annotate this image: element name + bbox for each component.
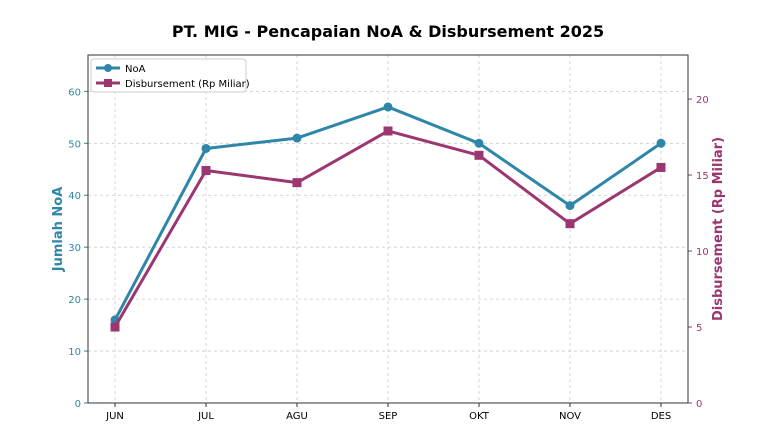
y-axis-label: Jumlah NoA [51,187,66,273]
legend-label: Disbursement (Rp Miliar) [125,79,250,90]
data-point [565,201,575,211]
x-tick-label: JUN [105,411,124,422]
legend-box [90,58,247,93]
y-tick-label: 30 [68,243,81,254]
y-tick-label: 40 [68,191,81,202]
data-point [292,133,302,143]
legend: NoA Disbursement (Rp Miliar) [90,58,250,93]
y2-tick-label: 10 [696,247,709,258]
x-tick-label: JUL [197,411,214,422]
data-point [110,322,120,332]
y-tick-label: 10 [68,347,81,358]
data-point [201,143,211,153]
legend-marker [104,79,112,87]
data-point [201,165,211,175]
y2-tick-label: 0 [696,399,702,410]
axes: JUN JUL AGU SEP OKT NOV DES 0 10 20 30 40 50 60 0 5 10 15… [68,54,709,422]
data-point [656,138,666,148]
legend-label: NoA [125,64,146,75]
data-point [383,102,393,112]
y-tick-label: 60 [68,87,81,98]
data-point [474,150,484,160]
x-tick-label: OKT [469,411,490,422]
y2-tick-label: 5 [696,323,702,334]
series-layer [110,102,666,332]
data-point [656,162,666,172]
y2-axis-label: Disbursement (Rp Miliar) [711,137,726,321]
data-point [565,219,575,229]
x-tick-label: NOV [559,411,581,422]
x-tick-label: AGU [286,411,308,422]
y-tick-label: 50 [68,139,81,150]
data-point [474,138,484,148]
data-point [383,126,393,136]
y-tick-label: 20 [68,295,81,306]
y-tick-label: 0 [75,399,81,410]
x-tick-label: SEP [379,411,398,422]
x-tick-label: DES [651,411,671,422]
chart-title: PT. MIG - Pencapaian NoA & Disbursement … [172,22,604,41]
plot-frame [87,54,689,404]
data-point [292,178,302,188]
y2-tick-label: 15 [696,171,709,182]
legend-marker [104,64,112,72]
y2-tick-label: 20 [696,95,709,106]
